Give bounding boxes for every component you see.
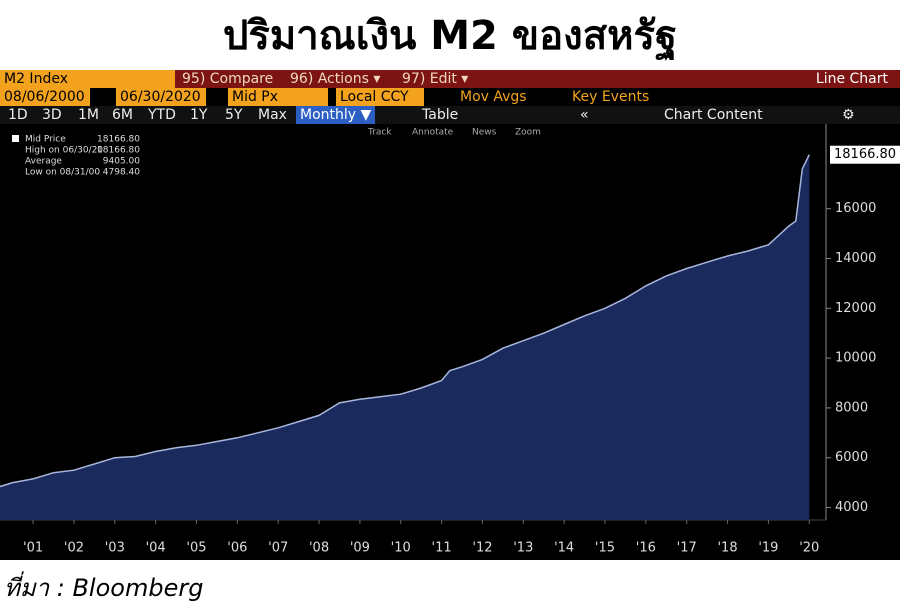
range-bar: Monthly ▼ Table « Chart Content ⚙ 1D 3D 1M… xyxy=(0,106,900,125)
chart-tool: Zoom xyxy=(515,128,541,138)
currency[interactable]: Local CCY xyxy=(336,88,424,106)
end-date[interactable]: 06/30/2020 xyxy=(116,88,206,106)
x-tick-label: '03 xyxy=(105,541,125,556)
area xyxy=(0,154,810,520)
x-tick-label: '14 xyxy=(554,541,574,556)
legend-label: Mid Price xyxy=(25,135,66,145)
range-button[interactable]: 3D xyxy=(42,107,62,123)
y-tick-label: 10000 xyxy=(835,351,876,366)
x-tick-label: '04 xyxy=(146,541,166,556)
table-button[interactable]: Table xyxy=(422,107,459,123)
range-button[interactable]: 6M xyxy=(112,107,133,123)
range-button[interactable]: YTD xyxy=(148,107,176,123)
edit-menu[interactable]: 97) Edit ▾ xyxy=(402,71,469,87)
chart: Track Annotate News Zoom 4000 6000 8000 10000 12… xyxy=(0,124,900,560)
x-tick-label: '06 xyxy=(227,541,247,556)
x-tick-label: '08 xyxy=(309,541,329,556)
title-bar: M2 Index 95) Compare 96) Actions ▾ 97) E… xyxy=(0,70,900,88)
y-tick-label: 14000 xyxy=(835,251,876,266)
chart-tool: Annotate xyxy=(412,128,454,138)
x-tick-label: '12 xyxy=(472,541,492,556)
legend-swatch xyxy=(12,135,19,142)
chart-tool: News xyxy=(472,128,497,138)
line xyxy=(0,154,810,488)
last-value-label: 18166.80 xyxy=(834,147,896,162)
settings-button[interactable]: ⚙ xyxy=(842,107,855,123)
collapse-button[interactable]: « xyxy=(580,107,589,123)
start-date[interactable]: 08/06/2000 xyxy=(0,88,90,106)
last-value-box xyxy=(830,145,900,164)
x-tick-label: '01 xyxy=(23,541,43,556)
mov-avgs[interactable]: Mov Avgs xyxy=(460,89,527,105)
compare-menu[interactable]: 95) Compare xyxy=(182,71,274,87)
x-tick-label: '02 xyxy=(64,541,84,556)
x-tick-label: '09 xyxy=(350,541,370,556)
y-tick-label: 4000 xyxy=(835,500,868,515)
y-tick-label: 6000 xyxy=(835,450,868,465)
x-tick-label: '05 xyxy=(186,541,206,556)
y-tick-label: 12000 xyxy=(835,301,876,316)
chart-content[interactable]: Chart Content xyxy=(664,107,763,123)
legend-label: Low on 08/31/00 xyxy=(25,168,100,178)
source: ที่มา : Bloomberg xyxy=(4,574,204,602)
field[interactable]: Mid Px xyxy=(228,88,328,106)
key-events[interactable]: Key Events xyxy=(572,89,650,105)
actions-menu[interactable]: 96) Actions ▾ xyxy=(290,71,381,87)
chart-tool: Track xyxy=(367,128,392,138)
legend-value: 18166.80 xyxy=(97,146,140,156)
legend-value: 9405.00 xyxy=(103,157,140,167)
y-tick-label: 8000 xyxy=(835,400,868,415)
legend-value: 4798.40 xyxy=(103,168,140,178)
range-button[interactable]: 1M xyxy=(78,107,99,123)
x-tick-label: '20 xyxy=(799,541,819,556)
legend-label: High on 06/30/20 xyxy=(25,146,103,156)
x-tick-label: '19 xyxy=(758,541,778,556)
legend-value: 18166.80 xyxy=(97,135,140,145)
y-tick-label: 16000 xyxy=(835,201,876,216)
x-tick-label: '10 xyxy=(391,541,411,556)
x-tick-label: '13 xyxy=(513,541,533,556)
x-tick-label: '17 xyxy=(677,541,697,556)
range-button[interactable]: 1D xyxy=(8,107,28,123)
x-tick-label: '18 xyxy=(717,541,737,556)
x-tick-label: '11 xyxy=(432,541,452,556)
settings-bar: 08/06/2000 06/30/2020 Mid Px Local CCY M… xyxy=(0,88,900,106)
range-button[interactable]: Max xyxy=(258,107,287,123)
ticker[interactable]: M2 Index xyxy=(0,70,175,88)
x-tick-label: '16 xyxy=(636,541,656,556)
x-tick-label: '15 xyxy=(595,541,615,556)
chart-kind: Line Chart xyxy=(815,71,888,87)
range-button[interactable]: 1Y xyxy=(190,107,208,123)
range-button[interactable]: 5Y xyxy=(225,107,243,123)
legend-label: Average xyxy=(25,157,62,167)
period[interactable]: Monthly ▼ xyxy=(296,106,376,124)
page-title: ปริมาณเงิน M2 ของสหรัฐ xyxy=(222,13,678,59)
x-tick-label: '07 xyxy=(268,541,288,556)
